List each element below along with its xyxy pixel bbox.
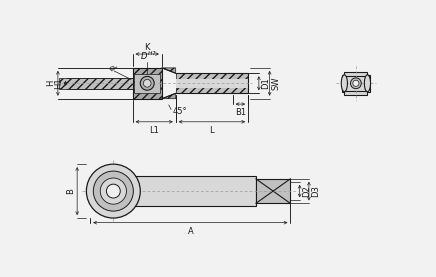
Bar: [133, 68, 162, 99]
Text: SW: SW: [272, 76, 281, 90]
Text: D1: D1: [261, 77, 270, 89]
Circle shape: [86, 164, 140, 218]
Circle shape: [93, 171, 133, 211]
Text: 45°: 45°: [173, 107, 187, 116]
Text: L: L: [210, 126, 214, 135]
Bar: [344, 91, 368, 95]
Bar: [344, 72, 368, 76]
Polygon shape: [162, 93, 176, 99]
Text: K: K: [144, 43, 150, 52]
Polygon shape: [162, 68, 176, 73]
Text: A: A: [187, 227, 193, 235]
Circle shape: [106, 184, 120, 198]
Ellipse shape: [341, 75, 347, 92]
Bar: [256, 179, 290, 203]
Bar: [113, 176, 256, 206]
Text: $D^{H7}$: $D^{H7}$: [140, 49, 157, 62]
Text: B1: B1: [235, 108, 246, 117]
Text: L1: L1: [149, 126, 159, 135]
Text: B: B: [66, 188, 75, 194]
Bar: [342, 75, 370, 92]
Bar: [59, 78, 133, 89]
Circle shape: [100, 178, 126, 204]
Bar: [134, 74, 160, 93]
Circle shape: [351, 78, 361, 89]
Text: H1: H1: [54, 78, 63, 89]
Text: D3: D3: [311, 185, 320, 197]
Text: D2: D2: [302, 185, 311, 197]
Bar: [176, 73, 248, 93]
Text: H: H: [47, 80, 56, 86]
Ellipse shape: [364, 75, 371, 92]
Circle shape: [353, 80, 359, 86]
Circle shape: [143, 79, 151, 87]
Circle shape: [140, 76, 154, 90]
Bar: [176, 79, 248, 88]
Text: d: d: [106, 63, 116, 73]
